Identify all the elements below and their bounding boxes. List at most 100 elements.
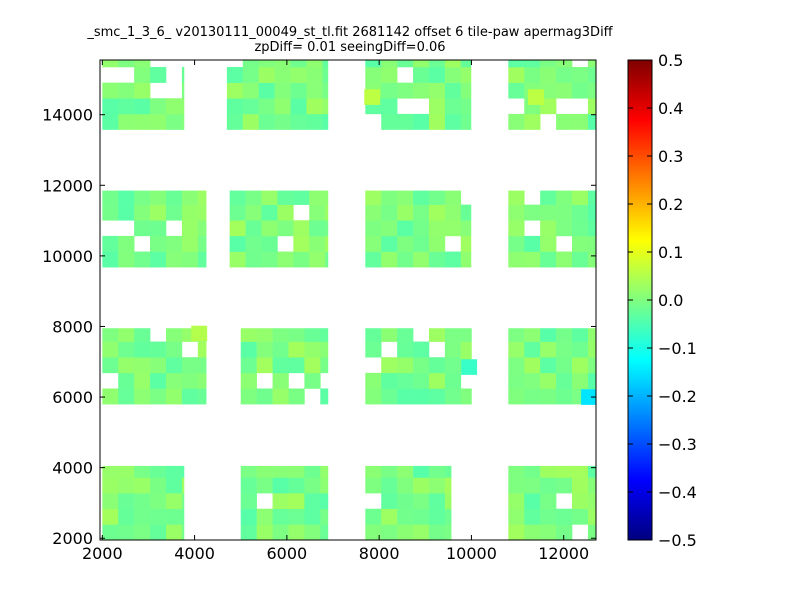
heatmap-cell <box>556 190 573 205</box>
heatmap-cell <box>165 388 183 405</box>
heatmap-cell <box>102 328 119 342</box>
y-axis: 2000 4000 6000 8000 10000 12000 14000 <box>42 106 596 548</box>
heatmap-cell <box>587 98 596 115</box>
heatmap-cell <box>540 372 557 389</box>
heatmap-cell <box>134 493 151 510</box>
heatmap-cell <box>320 508 329 525</box>
heatmap-cell <box>240 372 257 389</box>
heatmap-cell <box>413 357 430 374</box>
heatmap-cells <box>102 60 596 540</box>
heatmap-cell <box>572 477 589 494</box>
heatmap-cell <box>181 508 185 525</box>
heatmap-cell <box>587 328 596 342</box>
heatmap-cell <box>288 493 305 510</box>
heatmap-cell <box>181 190 199 205</box>
heatmap-cell <box>290 98 307 115</box>
heatmap-cell <box>102 82 119 99</box>
heatmap-cell <box>165 341 183 358</box>
heatmap-cell <box>381 328 398 342</box>
heatmap-cell <box>181 204 199 221</box>
heatmap-cell <box>587 82 596 99</box>
heatmap-cell <box>540 465 557 478</box>
heatmap-cell <box>413 113 430 130</box>
heatmap-cell <box>540 493 557 510</box>
heatmap-cell <box>118 328 135 342</box>
heatmap-cell <box>397 388 414 405</box>
heatmap-cell <box>428 190 446 205</box>
heatmap-cell <box>381 235 398 252</box>
heatmap-cell <box>365 60 382 68</box>
heatmap-cell <box>118 341 135 358</box>
heatmap-cell <box>325 220 329 237</box>
heatmap-cell <box>134 508 151 525</box>
heatmap-cell <box>102 235 119 252</box>
heatmap-cell <box>381 82 398 99</box>
heatmap-cell <box>165 372 183 389</box>
heatmap-cell <box>508 524 525 540</box>
heatmap-cell <box>134 204 151 221</box>
heatmap-cell <box>118 465 135 478</box>
heatmap-cell <box>413 372 430 389</box>
heatmap-cell <box>413 524 430 540</box>
heatmap-cell <box>258 60 275 68</box>
heatmap-cell <box>524 357 541 374</box>
heatmap-cell <box>444 82 462 99</box>
heatmap-cell <box>226 98 244 115</box>
heatmap-cell <box>381 66 398 83</box>
heatmap-cell <box>256 477 273 494</box>
heatmap-cell <box>365 220 382 237</box>
x-tick-label: 4000 <box>174 544 215 563</box>
heatmap-cell <box>365 372 382 389</box>
heatmap-cell <box>181 357 199 374</box>
heatmap-cell <box>320 465 329 478</box>
heatmap-cell <box>556 465 573 478</box>
heatmap-cell <box>524 66 541 83</box>
heatmap-cell <box>240 477 257 494</box>
heatmap-cell <box>118 235 135 252</box>
heatmap-cell <box>524 388 541 405</box>
heatmap-cell <box>444 204 462 221</box>
heatmap-cell <box>197 204 207 221</box>
heatmap-cell <box>197 190 207 205</box>
heatmap-cell <box>381 465 398 478</box>
heatmap-cell <box>150 372 167 389</box>
heatmap-cell <box>381 524 398 540</box>
heatmap-cell <box>572 493 589 510</box>
heatmap-cell <box>460 341 472 358</box>
heatmap-cell <box>540 220 557 237</box>
heatmap-cell <box>277 190 294 205</box>
heatmap-cell <box>102 477 119 494</box>
heatmap-cell <box>508 113 525 130</box>
heatmap-cell <box>508 66 525 83</box>
heatmap-cell <box>165 190 183 205</box>
y-tick-label: 12000 <box>42 176 93 195</box>
heatmap-cell <box>587 493 596 510</box>
heatmap-cell <box>293 190 310 205</box>
heatmap-cell <box>381 220 398 237</box>
heatmap-cell <box>381 372 398 389</box>
heatmap-cell <box>181 235 199 252</box>
heatmap-cell <box>102 251 119 268</box>
heatmap-cell <box>413 388 430 405</box>
heatmap-cell <box>325 204 329 221</box>
heatmap-cell <box>102 493 119 510</box>
heatmap-cell <box>428 372 446 389</box>
heatmap-cell <box>587 508 596 525</box>
heatmap-cell <box>293 235 310 252</box>
heatmap-cell <box>150 341 167 358</box>
heatmap-cell <box>524 328 541 342</box>
heatmap-cell <box>258 113 275 130</box>
heatmap-cell <box>540 508 557 525</box>
heatmap-cell <box>428 235 446 252</box>
heatmap-cell <box>524 508 541 525</box>
heatmap-cell <box>365 341 382 358</box>
heatmap-cell <box>540 388 557 405</box>
heatmap-cell <box>134 357 151 374</box>
heatmap-cell <box>290 113 307 130</box>
heatmap-cell <box>118 60 135 68</box>
heatmap-cell <box>540 477 557 494</box>
heatmap-cell <box>245 220 262 237</box>
heatmap-cell <box>322 66 329 83</box>
heatmap-cell <box>540 190 557 205</box>
heatmap-cell <box>309 220 326 237</box>
